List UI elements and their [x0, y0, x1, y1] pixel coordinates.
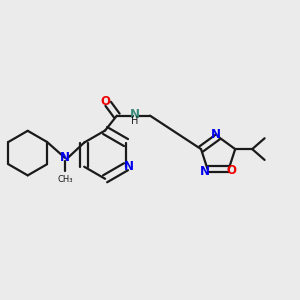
Text: O: O	[227, 164, 237, 177]
Text: O: O	[101, 95, 111, 108]
Text: H: H	[131, 116, 138, 126]
Text: N: N	[130, 108, 140, 121]
Text: N: N	[60, 151, 70, 164]
Text: N: N	[124, 160, 134, 173]
Text: N: N	[200, 165, 210, 178]
Text: CH₃: CH₃	[57, 176, 73, 184]
Text: N: N	[211, 128, 220, 141]
